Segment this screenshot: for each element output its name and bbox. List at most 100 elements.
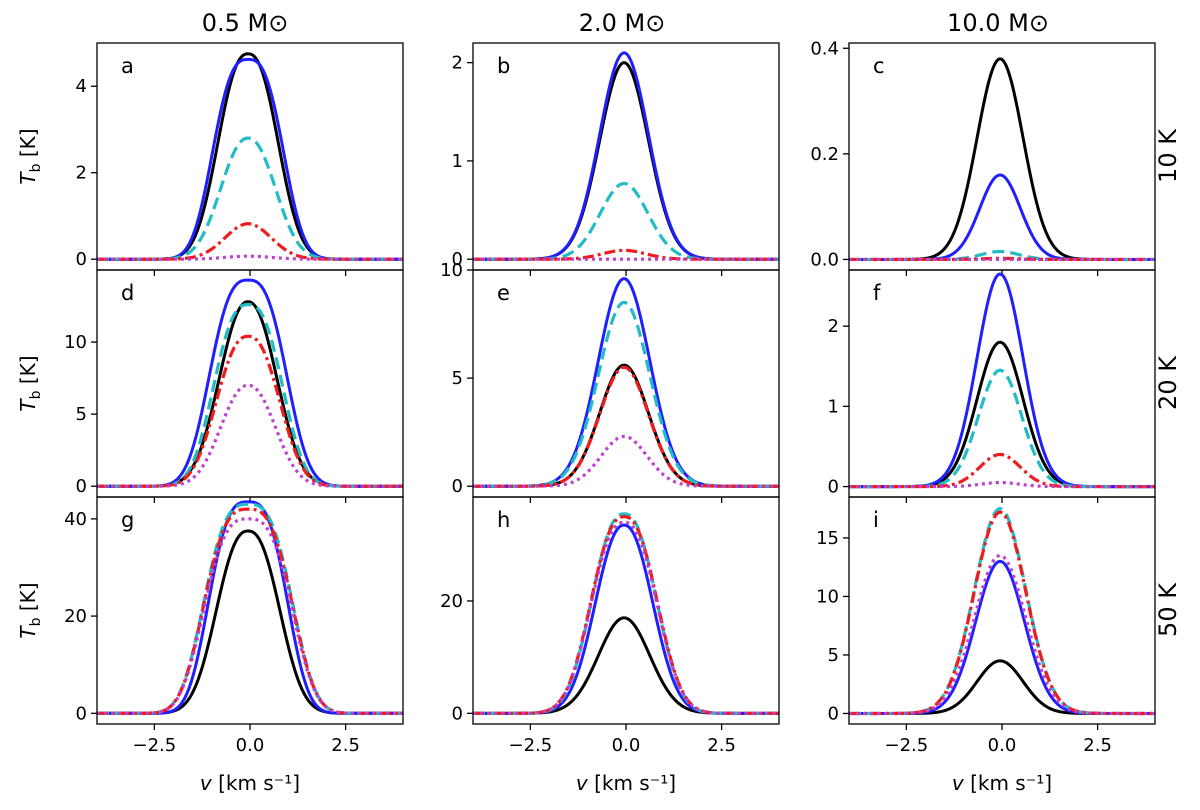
x-tick-label: −2.5 bbox=[509, 735, 553, 756]
y-tick-label: 0 bbox=[452, 476, 463, 497]
series-line-red-dashdot bbox=[473, 365, 779, 488]
figure-titles: 0.5 M⊙ 2.0 M⊙ 10.0 M⊙ 10 K 20 K 50 K bbox=[202, 9, 1182, 637]
series-line-magenta-dotted bbox=[849, 480, 1155, 489]
panel-b: 0 1 2 b bbox=[452, 42, 780, 276]
x-axis-label: v [km s⁻¹] bbox=[576, 771, 676, 795]
panel-frame bbox=[96, 42, 404, 271]
series-line-blue-solid bbox=[97, 278, 403, 488]
panel-c: 0.0 0.2 0.4 c bbox=[810, 38, 1156, 276]
panel-frame bbox=[472, 42, 780, 271]
y-tick-label: 5 bbox=[76, 404, 87, 425]
y-tick-label: 0 bbox=[76, 249, 87, 270]
series-line-cyan-dashed bbox=[473, 512, 779, 715]
row-title-1: 20 K bbox=[1154, 355, 1182, 410]
panel-d: 0 5 10 d Tb [K] bbox=[16, 269, 404, 503]
series-line-blue-solid bbox=[97, 500, 403, 715]
x-tick-label: 2.5 bbox=[331, 735, 360, 756]
y-tick-label: 1 bbox=[828, 396, 839, 417]
series-line-cyan-dashed bbox=[849, 507, 1155, 716]
y-tick-label: 0 bbox=[452, 703, 463, 724]
x-tick-label: 0.0 bbox=[236, 735, 265, 756]
panel-letter: c bbox=[873, 54, 885, 78]
y-tick-label: 0 bbox=[828, 703, 839, 724]
y-tick-label: 10 bbox=[816, 586, 839, 607]
series-line-cyan-dashed bbox=[849, 368, 1155, 489]
series-line-black-solid bbox=[849, 57, 1155, 261]
series-line-red-dashdot bbox=[473, 515, 779, 715]
series-line-cyan-dashed bbox=[473, 181, 779, 261]
row-title-2: 50 K bbox=[1154, 582, 1182, 637]
panel-letter: d bbox=[121, 281, 134, 305]
panel-h: 0 20 −2.5 0.0 2.5 h v [km s⁻¹] bbox=[440, 496, 780, 795]
x-axis-label: v [km s⁻¹] bbox=[952, 771, 1052, 795]
series-line-black-solid bbox=[849, 340, 1155, 489]
y-tick-label: 5 bbox=[452, 368, 463, 389]
x-tick-label: 0.0 bbox=[988, 735, 1017, 756]
series-line-blue-solid bbox=[97, 57, 403, 261]
y-tick-label: 0.2 bbox=[810, 144, 839, 165]
series-line-red-dashdot bbox=[849, 452, 1155, 489]
x-tick-label: 2.5 bbox=[1083, 735, 1112, 756]
x-tick-label: −2.5 bbox=[133, 735, 177, 756]
panel-frame bbox=[848, 496, 1156, 725]
series-group bbox=[473, 512, 779, 715]
panel-frame bbox=[472, 496, 780, 725]
panel-letter: e bbox=[497, 281, 510, 305]
y-tick-label: 0.0 bbox=[810, 249, 839, 270]
y-tick-label: 0 bbox=[452, 249, 463, 270]
series-line-black-solid bbox=[97, 529, 403, 715]
y-tick-label: 0.4 bbox=[810, 38, 839, 59]
y-tick-label: 20 bbox=[64, 606, 87, 627]
series-line-black-solid bbox=[97, 52, 403, 261]
panel-e: 0 5 10 e bbox=[440, 260, 780, 503]
series-line-cyan-dashed bbox=[97, 302, 403, 488]
y-tick-label: 0 bbox=[76, 703, 87, 724]
series-line-red-dashdot bbox=[849, 510, 1155, 716]
series-group bbox=[97, 278, 403, 488]
y-tick-label: 0 bbox=[76, 476, 87, 497]
x-tick-label: 0.0 bbox=[612, 735, 641, 756]
panel-frame bbox=[848, 42, 1156, 271]
series-line-black-solid bbox=[473, 363, 779, 488]
y-tick-label: 2 bbox=[828, 316, 839, 337]
series-group bbox=[849, 507, 1155, 716]
series-line-black-solid bbox=[473, 616, 779, 715]
y-tick-label: 10 bbox=[64, 332, 87, 353]
series-line-red-dashdot bbox=[97, 507, 403, 715]
y-axis-label: Tb [K] bbox=[16, 582, 44, 638]
series-line-blue-solid bbox=[473, 277, 779, 488]
column-title-0: 0.5 M⊙ bbox=[202, 9, 289, 37]
series-line-magenta-dotted bbox=[97, 383, 403, 488]
series-line-red-dashdot bbox=[97, 222, 403, 261]
y-tick-label: 2 bbox=[452, 53, 463, 74]
row-title-0: 10 K bbox=[1154, 128, 1182, 183]
y-tick-label: 5 bbox=[828, 645, 839, 666]
y-tick-label: 4 bbox=[76, 76, 87, 97]
series-group bbox=[473, 277, 779, 488]
series-group bbox=[849, 272, 1155, 489]
x-axis-label: v [km s⁻¹] bbox=[200, 771, 300, 795]
panel-frame bbox=[848, 269, 1156, 498]
series-line-blue-solid bbox=[473, 51, 779, 261]
y-tick-label: 15 bbox=[816, 528, 839, 549]
series-line-black-solid bbox=[849, 659, 1155, 715]
series-line-magenta-dotted bbox=[97, 517, 403, 715]
column-title-2: 10.0 M⊙ bbox=[947, 9, 1049, 37]
y-tick-label: 20 bbox=[440, 591, 463, 612]
series-line-black-solid bbox=[473, 61, 779, 261]
y-tick-label: 2 bbox=[76, 163, 87, 184]
panel-f: 0 1 2 f bbox=[828, 269, 1156, 503]
series-line-red-dashdot bbox=[97, 334, 403, 488]
panel-letter: b bbox=[497, 54, 510, 78]
y-axis-label: Tb [K] bbox=[16, 355, 44, 411]
panel-letter: i bbox=[873, 508, 879, 532]
y-axis-label: Tb [K] bbox=[16, 128, 44, 184]
y-tick-label: 0 bbox=[828, 477, 839, 498]
panel-a: 0 2 4 a Tb [K] bbox=[16, 42, 404, 276]
panel-letter: a bbox=[121, 54, 134, 78]
y-tick-label: 1 bbox=[452, 151, 463, 172]
y-tick-label: 10 bbox=[440, 260, 463, 281]
series-line-magenta-dotted bbox=[473, 434, 779, 488]
panel-i: 0 5 10 15 −2.5 0.0 2.5 i v [km s⁻¹] bbox=[816, 496, 1156, 795]
